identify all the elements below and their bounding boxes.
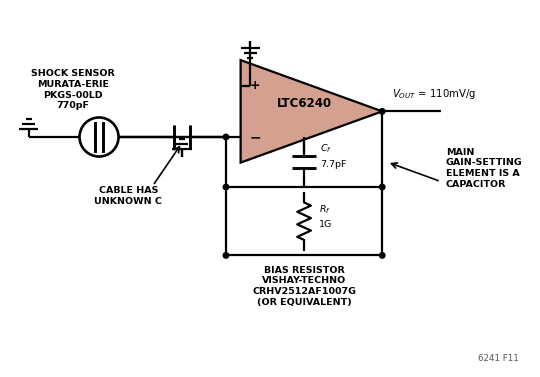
Text: $V_{OUT}$ = 110mV/g: $V_{OUT}$ = 110mV/g	[392, 87, 476, 101]
Text: ELEMENT IS A: ELEMENT IS A	[446, 169, 519, 178]
Text: MAIN: MAIN	[446, 148, 474, 157]
Text: −: −	[249, 130, 261, 144]
Text: LTC6240: LTC6240	[276, 97, 332, 110]
Circle shape	[223, 184, 229, 190]
Text: VISHAY-TECHNO: VISHAY-TECHNO	[262, 276, 346, 285]
Text: MURATA-ERIE: MURATA-ERIE	[37, 80, 109, 89]
Text: PKGS-00LD: PKGS-00LD	[43, 90, 103, 100]
Circle shape	[223, 134, 229, 140]
Circle shape	[380, 253, 385, 258]
Text: CABLE HAS: CABLE HAS	[99, 186, 158, 195]
Text: 770pF: 770pF	[56, 101, 89, 110]
Text: BIAS RESISTOR: BIAS RESISTOR	[264, 265, 345, 274]
Text: GAIN-SETTING: GAIN-SETTING	[446, 158, 522, 167]
Text: 1G: 1G	[319, 220, 332, 228]
Text: 7.7pF: 7.7pF	[320, 161, 346, 169]
Circle shape	[380, 109, 385, 114]
Text: $C_f$: $C_f$	[320, 142, 332, 155]
Text: 6241 F11: 6241 F11	[478, 354, 519, 363]
Text: UNKNOWN C: UNKNOWN C	[94, 197, 162, 206]
Circle shape	[223, 253, 229, 258]
Text: SHOCK SENSOR: SHOCK SENSOR	[31, 69, 114, 78]
Text: CAPACITOR: CAPACITOR	[446, 180, 506, 189]
Circle shape	[380, 184, 385, 190]
Text: $R_f$: $R_f$	[319, 203, 330, 216]
Polygon shape	[241, 60, 382, 162]
Text: CRHV2512AF1007G: CRHV2512AF1007G	[252, 287, 356, 296]
Text: (OR EQUIVALENT): (OR EQUIVALENT)	[256, 298, 352, 307]
Text: +: +	[250, 79, 261, 92]
